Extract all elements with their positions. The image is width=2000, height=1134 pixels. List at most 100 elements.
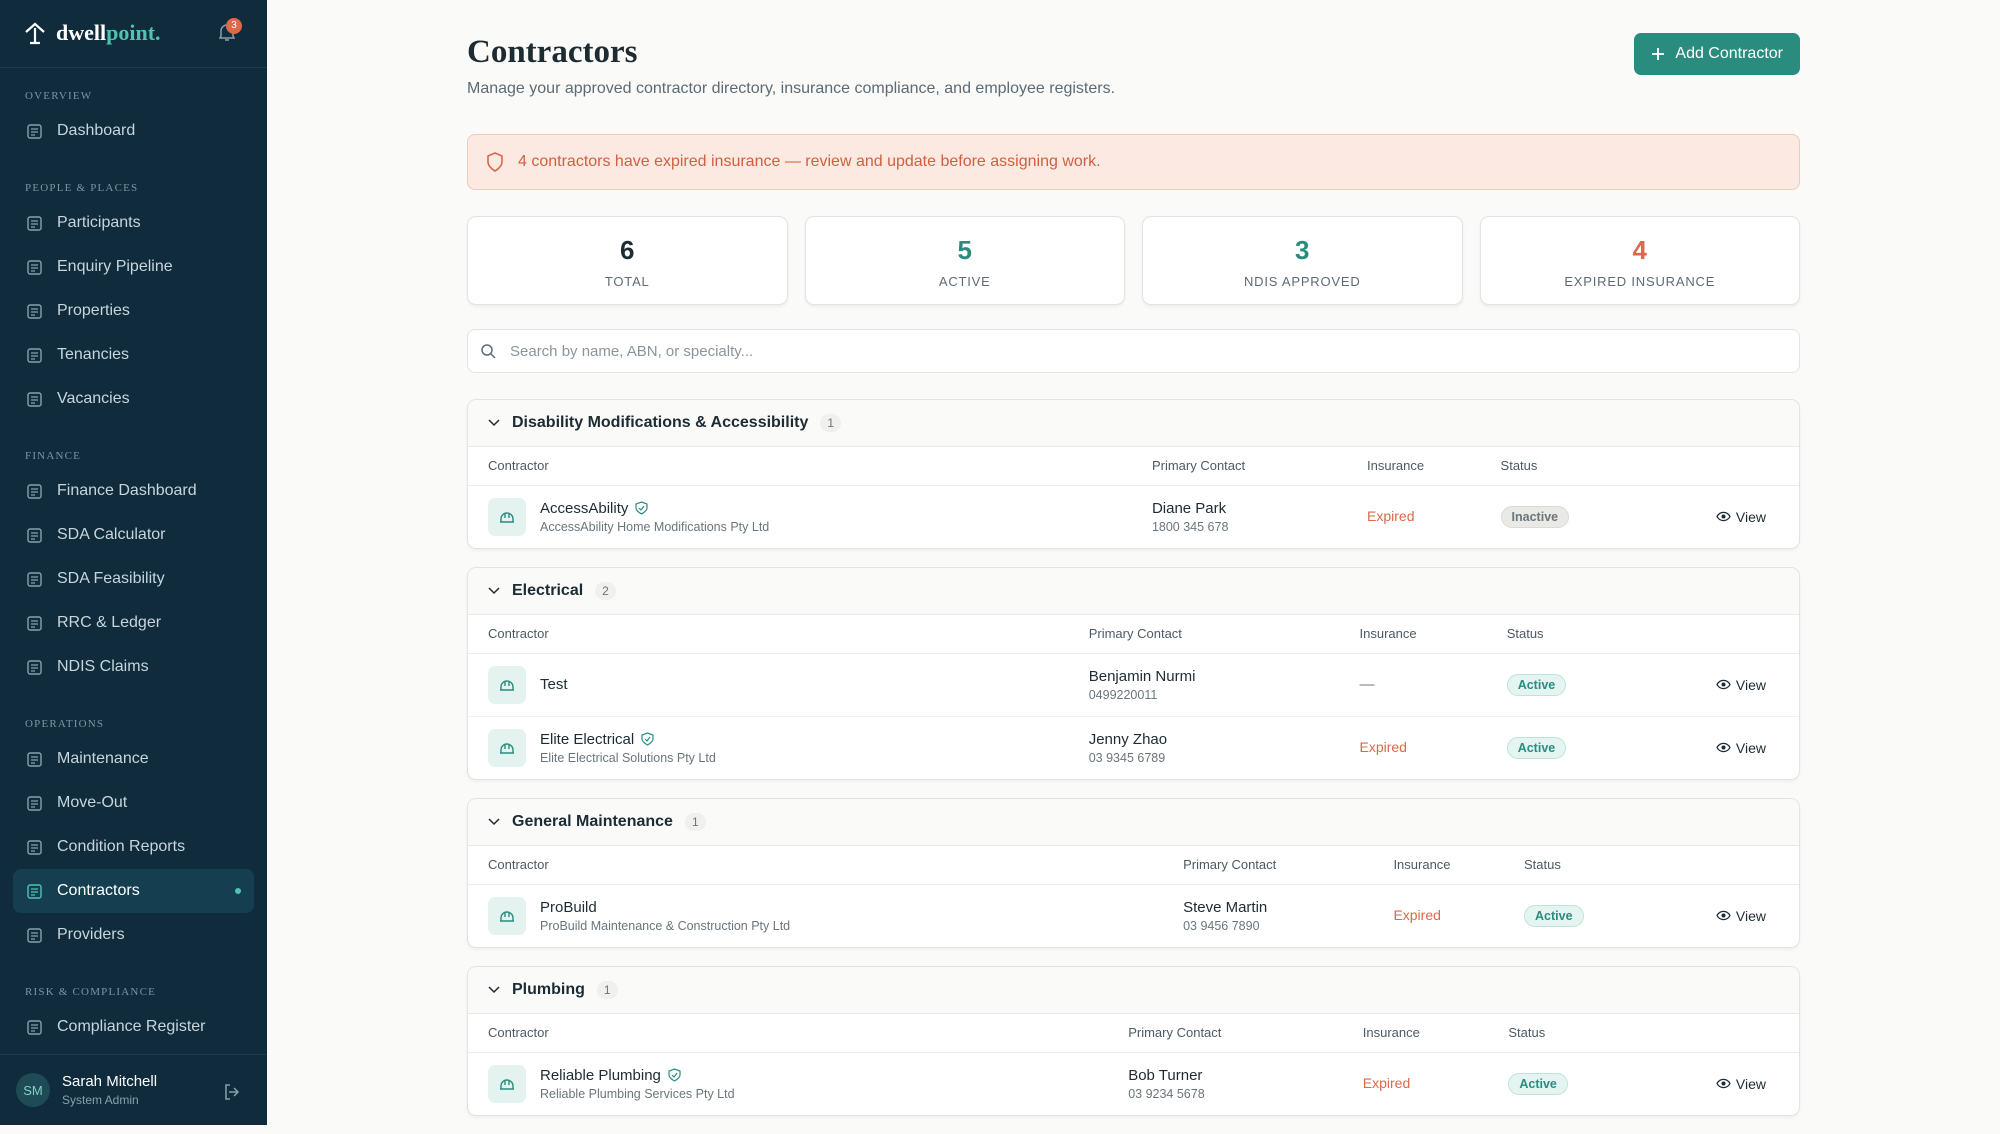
cell: Reliable Plumbing Reliable Plumbing Servi… (468, 1052, 1127, 1115)
plus-icon (1652, 48, 1665, 60)
main: Contractors Manage your approved contrac… (267, 0, 2000, 1125)
column-header (1659, 1014, 1799, 1053)
eye-icon (1716, 511, 1731, 522)
nav-label: Maintenance (57, 750, 149, 767)
column-header: Status (1507, 1014, 1659, 1053)
cell: ProBuild ProBuild Maintenance & Construct… (468, 884, 1182, 947)
nav-item[interactable]: NDIS Claims (13, 645, 254, 689)
nav-item[interactable]: Tenancies (13, 333, 254, 377)
cell: Expired (1366, 485, 1500, 548)
cell: Expired (1392, 884, 1523, 947)
group-header[interactable]: Disability Modifications & Accessibility… (468, 400, 1799, 447)
view-button[interactable]: View (1660, 1076, 1798, 1092)
company-name: AccessAbility Home Modifications Pty Ltd (540, 519, 770, 534)
nav-item[interactable]: Maintenance (13, 737, 254, 781)
contact-name: Benjamin Nurmi (1088, 667, 1196, 685)
contractor-row: Test Benjamin Nurmi 0499220011 — Active View (468, 653, 1799, 717)
name-line: Reliable Plumbing (540, 1067, 735, 1084)
group-header[interactable]: Plumbing 1 (468, 967, 1799, 1014)
cell: Active (1523, 884, 1659, 947)
user-name: Sarah Mitchell (62, 1073, 158, 1090)
nav-item[interactable]: RRC & Ledger (13, 601, 254, 645)
cell: Test (468, 653, 1088, 717)
nav-item[interactable]: Move-Out (13, 781, 254, 825)
contractor-cell: ProBuild ProBuild Maintenance & Construct… (488, 896, 1181, 935)
contact-phone: 03 9456 7890 (1183, 918, 1260, 933)
column-header (1659, 447, 1799, 486)
header-row: Contractor Primary Contact Insurance Status (468, 615, 1799, 654)
icon (27, 659, 42, 675)
nav-item[interactable]: Compliance Register (13, 1005, 254, 1049)
nav-item[interactable]: Finance Dashboard (13, 469, 254, 513)
nav-item[interactable]: SDA Calculator (13, 513, 254, 557)
nav-item[interactable]: Dashboard (13, 109, 254, 153)
stat-value: 5 (957, 235, 972, 265)
cell: — (1358, 653, 1506, 717)
view-button[interactable]: View (1660, 509, 1798, 525)
hat-icon (500, 512, 514, 523)
nav-label: Providers (57, 926, 125, 943)
nav-item[interactable]: Providers (13, 913, 254, 957)
group-name: Disability Modifications & Accessibility (512, 414, 809, 431)
company-name: Elite Electrical Solutions Pty Ltd (540, 750, 716, 765)
stat-label: EXPIRED INSURANCE (1564, 274, 1716, 289)
column-header: Contractor (468, 615, 1088, 654)
cell: View (1659, 884, 1799, 947)
view-button[interactable]: View (1660, 677, 1798, 693)
alert-text: 4 contractors have expired insurance — r… (518, 153, 1101, 170)
contractor-text: Reliable Plumbing Reliable Plumbing Servi… (540, 1067, 735, 1101)
icon (27, 615, 42, 631)
column-header: Insurance (1361, 1014, 1508, 1053)
divider (0, 67, 267, 68)
logout-icon[interactable] (223, 1083, 241, 1101)
nav-label: Contractors (57, 882, 140, 899)
nav-label: Move-Out (57, 794, 128, 811)
group: Electrical 2 Contractor Primary Contact Insu… (467, 567, 1800, 780)
contractor-name: Reliable Plumbing (540, 1066, 661, 1084)
nav-label: SDA Feasibility (57, 570, 165, 587)
nav-item[interactable]: Enquiry Pipeline (13, 245, 254, 289)
column-header: Contractor (468, 846, 1183, 885)
column-header: Status (1505, 615, 1659, 654)
group-header[interactable]: General Maintenance 1 (468, 799, 1799, 846)
search-placeholder: Search by name, ABN, or specialty... (510, 342, 754, 360)
nav-item[interactable]: Vacancies (13, 377, 254, 421)
status-badge: Inactive (1500, 505, 1570, 528)
contractor-row: Reliable Plumbing Reliable Plumbing Servi… (468, 1052, 1799, 1115)
nav-item[interactable]: Participants (13, 201, 254, 245)
contact-phone: 03 9234 5678 (1128, 1086, 1205, 1101)
view-button[interactable]: View (1660, 908, 1798, 924)
contractor-cell: Test (488, 665, 1087, 704)
view-button[interactable]: View (1660, 740, 1798, 756)
cell: Diane Park 1800 345 678 (1151, 485, 1366, 548)
cell: View (1659, 653, 1799, 717)
name-line: ProBuild (540, 899, 790, 916)
hat-icon (500, 743, 514, 754)
nav-label: Dashboard (57, 122, 136, 139)
name-line: AccessAbility (540, 500, 769, 517)
cell: View (1659, 485, 1799, 548)
group-count: 1 (820, 414, 842, 432)
add-button[interactable]: Add Contractor (1634, 33, 1800, 75)
contractor-text: Elite Electrical Elite Electrical Solutio… (540, 731, 716, 765)
eye-icon (1716, 910, 1731, 921)
verified-icon (668, 1068, 681, 1082)
group-header[interactable]: Electrical 2 (468, 568, 1799, 615)
column-header: Insurance (1366, 447, 1500, 486)
cell: Active (1505, 653, 1659, 717)
nav-heading: OVERVIEW (25, 90, 93, 102)
nav-item[interactable]: SDA Feasibility (13, 557, 254, 601)
icon (27, 927, 42, 943)
logo[interactable]: dwellpoint. (24, 20, 161, 46)
status-badge: Active (1508, 1072, 1568, 1095)
eye-icon (1716, 1078, 1731, 1089)
hat-icon (500, 1079, 514, 1090)
contractor-text: AccessAbility AccessAbility Home Modifica… (540, 500, 769, 534)
nav-item[interactable]: Contractors (13, 869, 254, 913)
contact-name: Bob Turner (1128, 1066, 1203, 1084)
search[interactable]: Search by name, ABN, or specialty... (467, 329, 1800, 373)
nav-item[interactable]: Condition Reports (13, 825, 254, 869)
contact-name: Diane Park (1151, 499, 1227, 517)
stat-card: 3 NDIS APPROVED (1142, 216, 1463, 305)
nav-item[interactable]: Properties (13, 289, 254, 333)
